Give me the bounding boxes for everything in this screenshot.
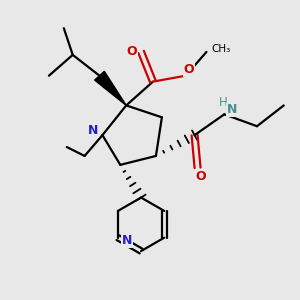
Text: O: O [127, 45, 137, 58]
Polygon shape [94, 71, 126, 105]
Text: N: N [226, 103, 237, 116]
Text: O: O [183, 63, 194, 76]
Text: N: N [122, 234, 132, 247]
Text: N: N [88, 124, 99, 137]
Text: CH₃: CH₃ [212, 44, 231, 54]
Text: H: H [218, 96, 227, 109]
Text: O: O [195, 170, 206, 183]
